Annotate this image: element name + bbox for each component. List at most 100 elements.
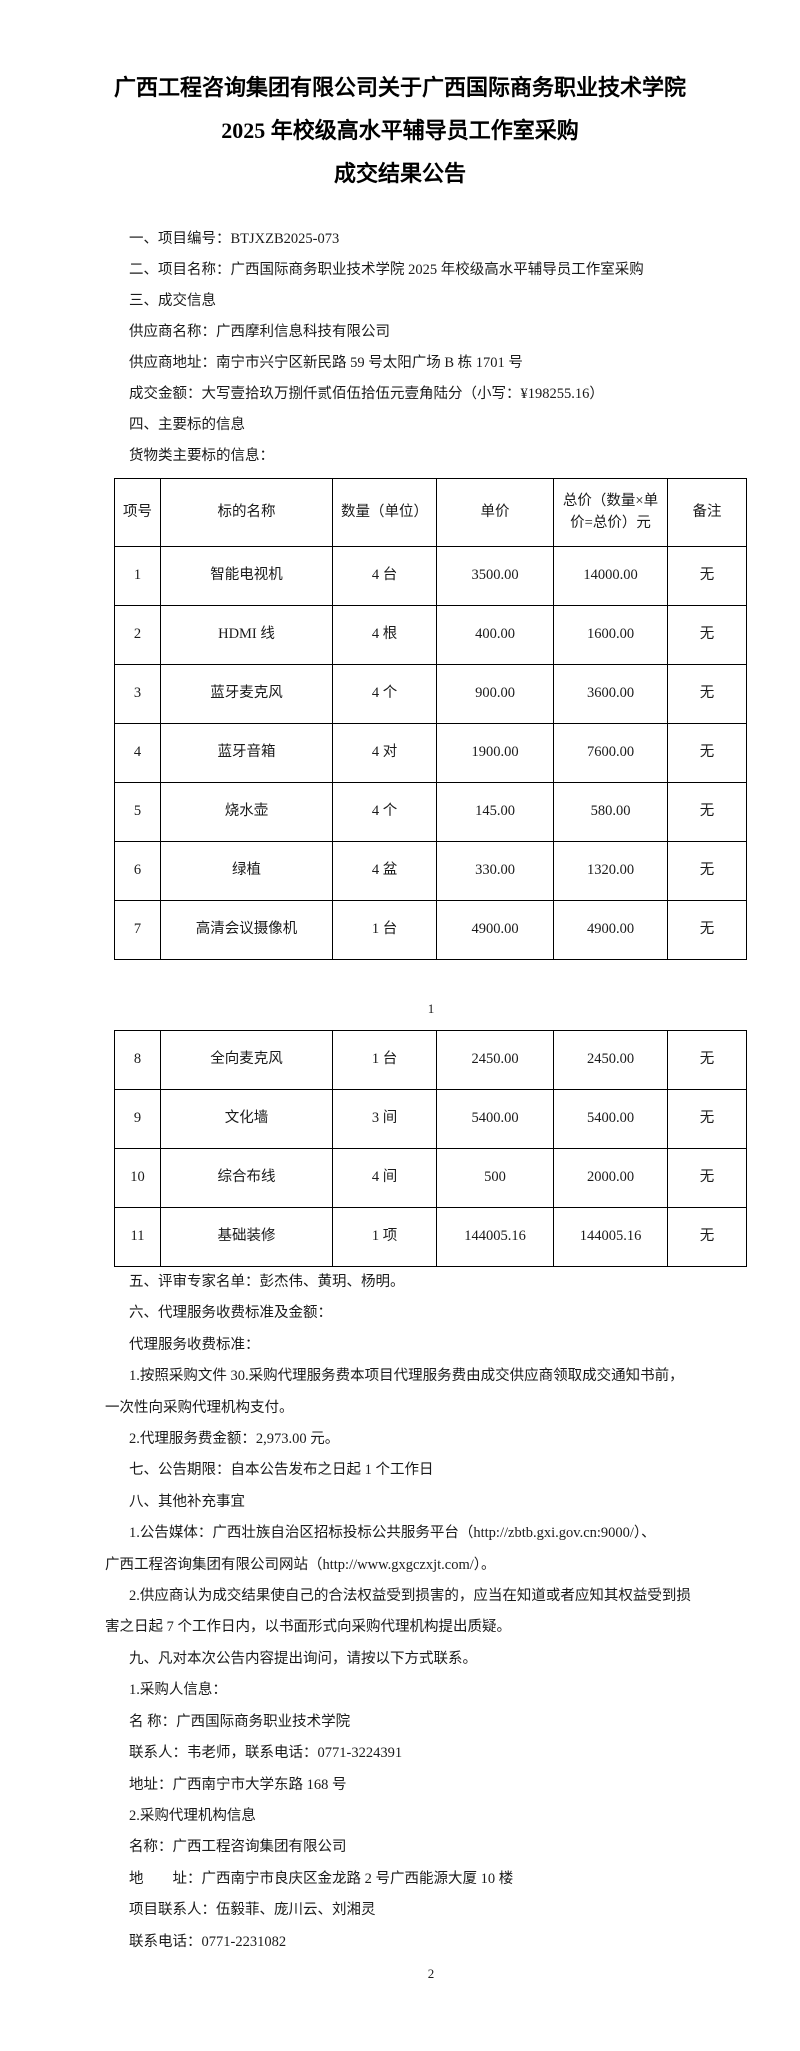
experts-line: 五、评审专家名单：彭杰伟、黄玥、杨明。: [129, 1274, 405, 1290]
cell-item-no: 8: [114, 1030, 161, 1090]
cell-unit-price: 330.00: [436, 841, 554, 901]
cell-item-name: 综合布线: [160, 1148, 333, 1208]
media-line-2: 广西工程咨询集团有限公司网站（http://www.gxgczxjt.com/）…: [105, 1556, 496, 1573]
goods-table-page2: 8 全向麦克风 1 台 2450.00 2450.00 无 9 文化墙 3 间 …: [114, 1030, 747, 1267]
header-unit-price: 单价: [436, 478, 554, 547]
cell-total-price: 7600.00: [553, 723, 668, 783]
award-amount-line: 成交金额：大写壹拾玖万捌仟贰佰伍拾伍元壹角陆分（小写：¥198255.16）: [129, 386, 604, 402]
subject-info-heading: 四、主要标的信息: [129, 417, 245, 433]
cell-item-name: 烧水壶: [160, 782, 333, 842]
title-line-1: 广西工程咨询集团有限公司关于广西国际商务职业技术学院: [113, 75, 686, 100]
cell-quantity: 4 根: [332, 605, 437, 665]
agency-fee-standard-label: 代理服务收费标准：: [129, 1336, 260, 1353]
header-remark: 备注: [667, 478, 747, 547]
cell-item-name: 文化墙: [160, 1089, 333, 1149]
cell-remark: 无: [667, 723, 747, 783]
cell-item-name: HDMI 线: [160, 605, 333, 665]
cell-unit-price: 144005.16: [436, 1207, 554, 1267]
header-item-name: 标的名称: [160, 478, 333, 547]
project-number-line: 一、项目编号：BTJXZB2025-073: [129, 231, 340, 247]
purchaser-address-line: 地址：广西南宁市大学东路 168 号: [129, 1776, 347, 1793]
cell-item-no: 2: [114, 605, 161, 665]
table-row: 3 蓝牙麦克风 4 个 900.00 3600.00 无: [114, 664, 747, 724]
cell-remark: 无: [667, 546, 747, 606]
cell-quantity: 4 对: [332, 723, 437, 783]
cell-item-name: 高清会议摄像机: [160, 900, 333, 960]
cell-total-price: 2000.00: [553, 1148, 668, 1208]
agency-contacts-line: 项目联系人：伍毅菲、庞川云、刘湘灵: [129, 1902, 376, 1919]
cell-item-no: 7: [114, 900, 161, 960]
agency-fee-heading: 六、代理服务收费标准及金额：: [129, 1305, 332, 1322]
page1-body: 一、项目编号：BTJXZB2025-073 二、项目名称：广西国际商务职业技术学…: [102, 224, 760, 472]
table-row: 4 蓝牙音箱 4 对 1900.00 7600.00 无: [114, 723, 747, 783]
cell-remark: 无: [667, 1207, 747, 1267]
cell-remark: 无: [667, 841, 747, 901]
cell-item-name: 智能电视机: [160, 546, 333, 606]
cell-total-price: 1600.00: [553, 605, 668, 665]
agency-phone-line: 联系电话：0771-2231082: [129, 1933, 287, 1950]
table-row: 11 基础装修 1 项 144005.16 144005.16 无: [114, 1207, 747, 1267]
goods-info-label: 货物类主要标的信息：: [129, 448, 274, 464]
cell-remark: 无: [667, 900, 747, 960]
cell-quantity: 1 台: [332, 1030, 437, 1090]
table-row: 6 绿植 4 盆 330.00 1320.00 无: [114, 841, 747, 901]
header-quantity: 数量（单位）: [332, 478, 437, 547]
purchaser-name-line: 名 称：广西国际商务职业技术学院: [129, 1713, 351, 1730]
cell-unit-price: 4900.00: [436, 900, 554, 960]
agency-info-label: 2.采购代理机构信息: [129, 1807, 256, 1824]
project-name-line: 二、项目名称：广西国际商务职业技术学院 2025 年校级高水平辅导员工作室采购: [129, 262, 644, 278]
agency-fee-amount-line: 2.代理服务费金额：2,973.00 元。: [129, 1431, 340, 1448]
cell-quantity: 3 间: [332, 1089, 437, 1149]
cell-unit-price: 145.00: [436, 782, 554, 842]
table-row: 10 综合布线 4 间 500 2000.00 无: [114, 1148, 747, 1208]
table-row: 9 文化墙 3 间 5400.00 5400.00 无: [114, 1089, 747, 1149]
cell-item-name: 绿植: [160, 841, 333, 901]
purchaser-info-label: 1.采购人信息：: [129, 1682, 227, 1699]
cell-item-no: 1: [114, 546, 161, 606]
cell-unit-price: 5400.00: [436, 1089, 554, 1149]
agency-fee-standard-line-1: 1.按照采购文件 30.采购代理服务费本项目代理服务费由成交供应商领取成交通知书…: [129, 1368, 684, 1385]
cell-item-no: 5: [114, 782, 161, 842]
cell-remark: 无: [667, 1148, 747, 1208]
page-number-1: 1: [427, 1001, 435, 1016]
cell-item-no: 11: [114, 1207, 161, 1267]
cell-quantity: 4 个: [332, 664, 437, 724]
cell-total-price: 4900.00: [553, 900, 668, 960]
cell-total-price: 2450.00: [553, 1030, 668, 1090]
cell-item-no: 10: [114, 1148, 161, 1208]
purchaser-contact-line: 联系人：韦老师，联系电话：0771-3224391: [129, 1745, 403, 1762]
agency-name-line: 名称：广西工程咨询集团有限公司: [129, 1839, 347, 1856]
cell-quantity: 4 间: [332, 1148, 437, 1208]
other-matters-heading: 八、其他补充事宜: [129, 1493, 245, 1510]
page-number-2: 2: [427, 1965, 435, 1981]
cell-unit-price: 400.00: [436, 605, 554, 665]
cell-quantity: 4 盆: [332, 841, 437, 901]
cell-item-no: 6: [114, 841, 161, 901]
agency-address-line: 地 址：广西南宁市良庆区金龙路 2 号广西能源大厦 10 楼: [129, 1870, 514, 1887]
cell-total-price: 3600.00: [553, 664, 668, 724]
cell-unit-price: 2450.00: [436, 1030, 554, 1090]
media-line-1: 1.公告媒体：广西壮族自治区招标投标公共服务平台（http://zbtb.gxi…: [129, 1525, 656, 1542]
cell-unit-price: 1900.00: [436, 723, 554, 783]
cell-item-name: 蓝牙麦克风: [160, 664, 333, 724]
cell-remark: 无: [667, 1030, 747, 1090]
header-total-price: 总价（数量×单价=总价）元: [553, 478, 668, 547]
table-row: 7 高清会议摄像机 1 台 4900.00 4900.00 无: [114, 900, 747, 960]
announcement-period-line: 七、公告期限：自本公告发布之日起 1 个工作日: [129, 1462, 434, 1479]
objection-line-2: 害之日起 7 个工作日内，以书面形式向采购代理机构提出质疑。: [105, 1619, 511, 1636]
objection-line-1: 2.供应商认为成交结果使自己的合法权益受到损害的，应当在知道或者应知其权益受到损: [129, 1588, 691, 1605]
page2-body: 五、评审专家名单：彭杰伟、黄玥、杨明。 六、代理服务收费标准及金额： 代理服务收…: [102, 1267, 760, 1958]
cell-item-no: 3: [114, 664, 161, 724]
cell-unit-price: 900.00: [436, 664, 554, 724]
table-row: 2 HDMI 线 4 根 400.00 1600.00 无: [114, 605, 747, 665]
cell-unit-price: 3500.00: [436, 546, 554, 606]
cell-total-price: 1320.00: [553, 841, 668, 901]
cell-item-name: 基础装修: [160, 1207, 333, 1267]
contact-heading: 九、凡对本次公告内容提出询问，请按以下方式联系。: [129, 1650, 477, 1667]
cell-remark: 无: [667, 664, 747, 724]
agency-fee-standard-line-2: 一次性向采购代理机构支付。: [105, 1399, 294, 1416]
cell-quantity: 1 项: [332, 1207, 437, 1267]
cell-total-price: 144005.16: [553, 1207, 668, 1267]
cell-item-no: 4: [114, 723, 161, 783]
